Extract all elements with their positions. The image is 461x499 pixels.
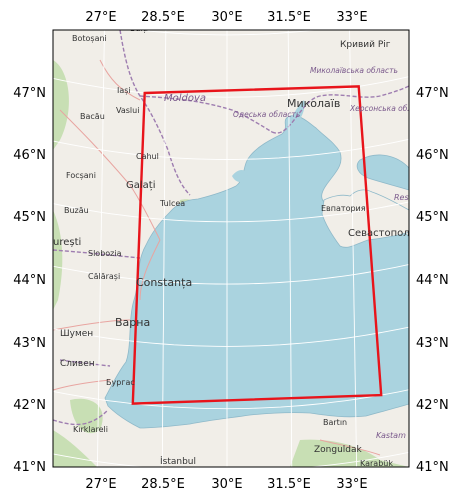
right-lat-label: 42°N (416, 398, 449, 413)
axis-labels: 27°E 28.5°E 30°E 31.5°E 33°E 27°E 28.5°E… (13, 10, 449, 492)
place-label: Zonguldak (314, 445, 363, 455)
bug-liman (290, 100, 305, 124)
bottom-lon-label: 31.5°E (267, 477, 311, 492)
place-label: Шумен (60, 329, 93, 339)
place-label: Херсонська область (349, 104, 430, 113)
left-lat-label: 47°N (13, 86, 46, 101)
left-lat-label: 41°N (13, 460, 46, 475)
left-lat-label: 42°N (13, 398, 46, 413)
right-lat-label: 43°N (416, 336, 449, 351)
latitude-line (53, 451, 409, 467)
crimea-land (321, 189, 409, 248)
graticule (53, 30, 409, 467)
place-label: Karabük (360, 459, 393, 468)
right-lat-label: 45°N (416, 210, 449, 225)
longitude-line (287, 30, 293, 467)
dniester-liman (232, 170, 248, 182)
place-label: Tulcea (159, 199, 185, 208)
right-lat-label: 47°N (416, 86, 449, 101)
place-label: İstanbul (160, 456, 196, 467)
place-label: Одеська область (233, 110, 300, 119)
place-label: Bacău (80, 112, 105, 121)
longitude-line (161, 30, 167, 467)
place-label: Севастопол (348, 228, 410, 239)
place-label: Миколаївська область (310, 66, 398, 75)
place-label: Buzău (64, 206, 89, 215)
place-label: Călărași (88, 272, 120, 282)
place-label: Res (394, 193, 409, 202)
left-lat-label: 45°N (13, 210, 46, 225)
place-label: Cahul (136, 152, 159, 161)
longitude-line (96, 30, 105, 467)
place-label: Kastam (376, 431, 406, 440)
place-label: Moldova (164, 93, 206, 104)
place-label: Варна (115, 316, 150, 329)
top-lon-label: 30°E (211, 10, 242, 25)
right-lat-label: 44°N (416, 273, 449, 288)
region-outline (131, 85, 383, 405)
map-frame (52, 29, 410, 468)
place-label: Constanța (136, 276, 192, 289)
place-label: Iași (117, 86, 131, 96)
place-label: Бургас (106, 378, 135, 387)
place-label: Focșani (66, 171, 96, 181)
top-lon-label: 28.5°E (141, 10, 185, 25)
place-label: Kırklareli (73, 425, 108, 434)
place-label: Кривий Ріг (340, 40, 391, 50)
left-lat-label: 46°N (13, 148, 46, 163)
right-lat-label: 41°N (416, 460, 449, 475)
place-label: Евпатория (321, 204, 366, 213)
bottom-lon-label: 27°E (85, 477, 116, 492)
roads-layer (53, 59, 381, 456)
place-label: Миколаїв (287, 97, 340, 110)
bottom-lon-label: 33°E (336, 477, 367, 492)
bottom-lon-label: 28.5°E (141, 477, 185, 492)
top-lon-label: 31.5°E (267, 10, 311, 25)
place-label: Bartın (323, 418, 347, 427)
longitude-line (349, 30, 358, 467)
place-label: Slobozia (88, 249, 122, 258)
left-lat-label: 43°N (13, 336, 46, 351)
bottom-lon-label: 30°E (211, 477, 242, 492)
borders-layer (53, 30, 409, 426)
place-label: Botoșani (72, 34, 107, 44)
top-lon-label: 33°E (336, 10, 367, 25)
place-label: Vaslui (116, 106, 139, 115)
place-labels: Botoșani Bălți Кривий Ріг Миколаївська о… (53, 24, 430, 468)
right-lat-label: 46°N (416, 148, 449, 163)
place-label: Bălți (130, 24, 148, 34)
place-label: Сливен (60, 359, 95, 369)
left-lat-label: 44°N (13, 273, 46, 288)
basemap: Botoșani Bălți Кривий Ріг Миколаївська о… (53, 24, 430, 468)
place-label: Galați (126, 180, 155, 191)
top-lon-label: 27°E (85, 10, 116, 25)
vegetation-layer (53, 60, 409, 467)
azov-sea (356, 154, 409, 191)
place-label: urești (53, 237, 81, 248)
